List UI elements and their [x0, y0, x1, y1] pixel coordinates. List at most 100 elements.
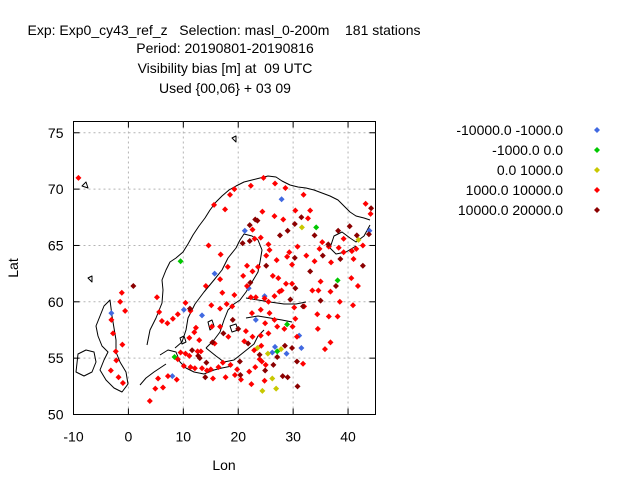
- data-point-series-3: [298, 224, 305, 231]
- data-point-series-4: [211, 201, 218, 208]
- data-point-series-4: [153, 294, 160, 301]
- data-point-series-4: [349, 302, 356, 309]
- data-point-series-4: [241, 338, 248, 345]
- data-point-series-4: [254, 263, 261, 270]
- data-point-series-4: [191, 365, 198, 372]
- data-point-series-4: [160, 384, 167, 391]
- data-point-series-4: [251, 347, 258, 354]
- data-point-series-5: [203, 359, 210, 366]
- data-point-series-4: [325, 313, 332, 320]
- data-point-series-5: [293, 358, 300, 365]
- data-point-series-5: [284, 227, 291, 234]
- plot-frame: [73, 121, 376, 415]
- data-point-series-4: [180, 363, 187, 370]
- data-point-series-4: [217, 251, 224, 258]
- data-point-series-2: [284, 321, 291, 328]
- data-point-series-2: [177, 258, 184, 265]
- data-point-series-4: [289, 261, 296, 268]
- data-point-series-5: [220, 330, 227, 337]
- data-point-series-5: [291, 254, 298, 261]
- data-point-series-5: [263, 262, 270, 269]
- data-point-series-4: [196, 337, 203, 344]
- data-point-series-5: [276, 232, 283, 239]
- data-point-series-5: [300, 303, 307, 310]
- data-point-series-4: [222, 374, 229, 381]
- data-point-series-5: [254, 217, 261, 224]
- data-point-series-4: [182, 350, 189, 357]
- data-point-series-5: [368, 205, 375, 212]
- data-point-series-5: [294, 383, 301, 390]
- data-point-series-1: [108, 310, 115, 317]
- data-point-series-5: [353, 232, 360, 239]
- data-point-series-4: [265, 241, 272, 248]
- data-point-series-4: [247, 182, 254, 189]
- data-point-series-4: [292, 207, 299, 214]
- data-point-series-5: [335, 227, 342, 234]
- data-point-series-4: [265, 330, 272, 337]
- data-point-series-4: [262, 320, 269, 327]
- data-point-series-4: [219, 359, 226, 366]
- data-point-series-4: [289, 280, 296, 287]
- data-point-series-4: [118, 289, 125, 296]
- data-point-series-5: [292, 285, 299, 292]
- data-point-series-4: [362, 200, 369, 207]
- data-point-series-3: [278, 346, 285, 353]
- data-point-series-4: [187, 364, 194, 371]
- data-point-series-4: [317, 278, 324, 285]
- y-tick-label: 60: [48, 294, 64, 310]
- data-point-series-4: [327, 288, 334, 295]
- data-point-series-4: [110, 330, 117, 337]
- data-point-series-4: [191, 329, 198, 336]
- x-tick-label: -10: [63, 429, 83, 445]
- data-point-series-4: [276, 288, 283, 295]
- data-point-series-4: [224, 263, 231, 270]
- data-point-series-4: [223, 301, 230, 308]
- data-point-series-4: [257, 234, 264, 241]
- data-point-series-4: [303, 252, 310, 259]
- legend-marker: [594, 167, 600, 173]
- legend-marker: [594, 127, 600, 133]
- data-point-series-4: [252, 294, 259, 301]
- data-point-series-4: [354, 283, 361, 290]
- data-point-series-4: [107, 367, 114, 374]
- legend-label: 0.0 1000.0: [497, 162, 563, 178]
- title-line-4: Used {00,06} + 03 09: [159, 80, 291, 96]
- data-point-series-4: [234, 366, 241, 373]
- data-point-series-4: [217, 323, 224, 330]
- data-point-series-4: [108, 316, 115, 323]
- data-point-series-4: [353, 245, 360, 252]
- data-point-series-4: [217, 276, 224, 283]
- data-point-series-4: [328, 259, 335, 266]
- data-point-series-4: [284, 253, 291, 260]
- data-point-series-3: [259, 387, 266, 394]
- data-point-series-4: [240, 272, 247, 279]
- data-point-series-4: [249, 268, 256, 275]
- data-point-series-4: [256, 356, 263, 363]
- data-point-series-4: [291, 304, 298, 311]
- data-point-series-4: [307, 207, 314, 214]
- data-point-series-4: [229, 303, 236, 310]
- data-point-series-5: [325, 241, 332, 248]
- data-point-series-4: [155, 375, 162, 382]
- data-point-series-4: [194, 348, 201, 355]
- data-point-series-4: [202, 283, 209, 290]
- data-point-series-4: [209, 375, 216, 382]
- data-point-series-4: [266, 310, 273, 317]
- data-point-series-4: [340, 249, 347, 256]
- data-point-series-5: [291, 221, 298, 228]
- data-point-series-4: [260, 174, 267, 181]
- y-tick-label: 50: [48, 407, 64, 423]
- data-point-series-5: [130, 283, 137, 290]
- data-point-series-4: [350, 255, 357, 262]
- data-point-series-4: [311, 258, 318, 265]
- data-point-series-4: [113, 357, 120, 364]
- data-point-series-4: [248, 381, 255, 388]
- data-point-series-4: [174, 356, 181, 363]
- data-point-series-4: [112, 348, 119, 355]
- data-point-series-4: [272, 180, 279, 187]
- data-point-series-5: [262, 367, 269, 374]
- data-point-series-4: [158, 317, 165, 324]
- data-point-series-4: [249, 333, 256, 340]
- data-point-series-4: [266, 246, 273, 253]
